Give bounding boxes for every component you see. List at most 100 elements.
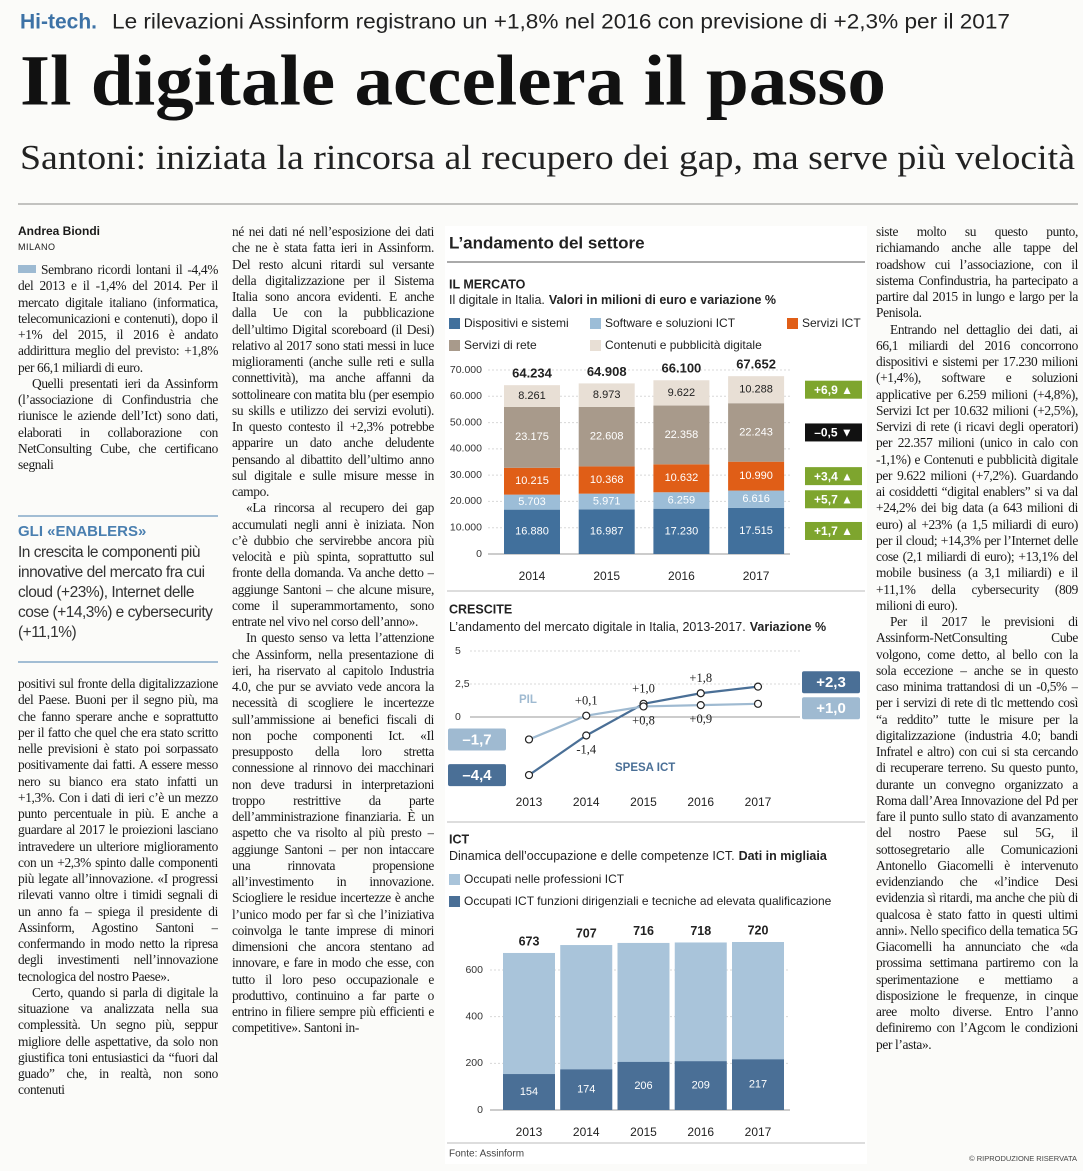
panel-title: L’andamento del settore <box>449 233 645 252</box>
value-label: 10.632 <box>665 472 699 484</box>
y-tick-label: 0 <box>476 548 482 560</box>
legend-label: Contenuti e pubblicità digitale <box>605 338 762 352</box>
paragraph: Quelli presentati ieri da Assinform (l’a… <box>18 375 218 472</box>
total-label: 67.652 <box>736 357 776 372</box>
copyright: © RIPRODUZIONE RISERVATA <box>969 1154 1077 1163</box>
x-tick-label: 2017 <box>745 795 772 809</box>
legend-swatch <box>449 340 460 351</box>
y-tick-label: 50.000 <box>450 416 482 428</box>
bar <box>653 492 710 509</box>
change-badge <box>805 423 862 442</box>
legend-label: Dispositivi e sistemi <box>464 316 569 330</box>
value-label: 17.230 <box>665 525 699 537</box>
y-tick-label: 400 <box>465 1010 483 1022</box>
paragraph: né nei dati né nell’esposizione dei dati… <box>232 224 434 499</box>
bar <box>728 507 785 554</box>
chart-title: ICT <box>449 832 470 846</box>
paragraph: «La rincorsa al recupero dei gap accumul… <box>232 500 434 629</box>
value-label: 10.368 <box>590 474 624 486</box>
value-label: 209 <box>692 1080 710 1092</box>
change-badge <box>805 380 862 399</box>
bar <box>504 509 560 554</box>
subtitle-bold: Variazione % <box>750 620 826 634</box>
bar <box>504 406 560 468</box>
value-label: 6.616 <box>742 493 770 505</box>
point <box>696 701 705 710</box>
value-label: 22.243 <box>739 426 773 438</box>
value-label: +1,0 <box>816 700 846 717</box>
y-tick-label: 10.000 <box>450 521 482 533</box>
value-label: –4,4 <box>462 767 492 784</box>
value-label: 10.288 <box>739 384 773 396</box>
bar <box>728 461 785 491</box>
x-tick-label: 2013 <box>516 1125 543 1139</box>
y-tick-label: 0 <box>477 1104 483 1116</box>
value-label: 22.358 <box>665 429 699 441</box>
bar <box>578 466 635 494</box>
subtitle-bold: Dati in migliaia <box>739 849 828 863</box>
x-tick-label: 2017 <box>743 569 770 583</box>
value-label: 217 <box>749 1079 767 1091</box>
x-tick-label: 2014 <box>573 795 600 809</box>
value-label: -1,4 <box>576 742 597 756</box>
value-label: 16.987 <box>590 526 624 538</box>
subtitle: Santoni: iniziata la rincorsa al recuper… <box>20 138 1075 177</box>
x-tick-label: 2015 <box>630 1125 657 1139</box>
sidebar-text: In crescita le componenti più innovative… <box>18 544 213 641</box>
x-tick-label: 2014 <box>519 569 546 583</box>
value-label: +0,1 <box>575 694 598 708</box>
chart-title: CRESCITE <box>449 602 512 616</box>
y-tick-label: 30.000 <box>450 469 482 481</box>
chart-title: IL MERCATO <box>449 277 526 291</box>
bar <box>503 1074 555 1110</box>
value-label: 5.971 <box>593 495 621 507</box>
value-label: 22.608 <box>590 431 624 443</box>
value-label: 154 <box>520 1086 538 1098</box>
y-tick-label: 40.000 <box>450 443 482 455</box>
paragraph: positivi sul fronte della digitalizzazio… <box>18 676 218 984</box>
value-label: 23.175 <box>515 431 549 443</box>
change-label: +3,4 ▲ <box>814 469 853 483</box>
value-label: +1,0 <box>632 682 655 696</box>
legend-label: Servizi ICT <box>802 316 861 330</box>
value-label: 206 <box>634 1080 652 1092</box>
legend-swatch <box>590 318 601 329</box>
value-label: 720 <box>748 923 769 937</box>
legend-label: Servizi di rete <box>464 338 537 352</box>
bar <box>653 464 710 493</box>
bar <box>653 405 710 465</box>
bar <box>578 493 635 510</box>
value-label: +1,8 <box>689 671 712 685</box>
x-tick-label: 2017 <box>745 1125 772 1139</box>
value-box <box>802 697 860 720</box>
value-label: 716 <box>633 924 654 938</box>
change-badge <box>805 467 862 486</box>
column: siste molto su questo punto, richiamando… <box>876 224 1078 1152</box>
series-name: SPESA ICT <box>615 762 675 774</box>
bar <box>653 380 710 406</box>
x-tick-label: 2013 <box>516 795 543 809</box>
x-tick-label: 2016 <box>687 795 714 809</box>
x-tick-label: 2016 <box>668 569 695 583</box>
subtitle-text: Dinamica dell’occupazione e delle compet… <box>449 849 735 863</box>
bar <box>578 383 635 407</box>
point <box>582 711 591 720</box>
chart-subtitle: Dinamica dell’occupazione e delle compet… <box>449 849 828 863</box>
value-label: 10.990 <box>739 470 773 482</box>
legend-swatch <box>449 874 460 885</box>
x-tick-label: 2016 <box>687 1125 714 1139</box>
bar <box>504 467 560 495</box>
y-tick-label: 0 <box>455 711 461 723</box>
bar <box>578 509 635 554</box>
legend-swatch <box>449 318 460 329</box>
column: né nei dati né nell’esposizione dei dati… <box>232 224 434 1168</box>
point <box>524 770 534 780</box>
value-label: 707 <box>576 926 597 940</box>
bar <box>728 376 785 404</box>
value-box <box>802 671 860 694</box>
bar <box>674 1061 727 1110</box>
y-tick-label: 2,5 <box>455 678 470 690</box>
y-tick-label: 5 <box>455 645 461 657</box>
y-tick-label: 70.000 <box>450 364 482 376</box>
